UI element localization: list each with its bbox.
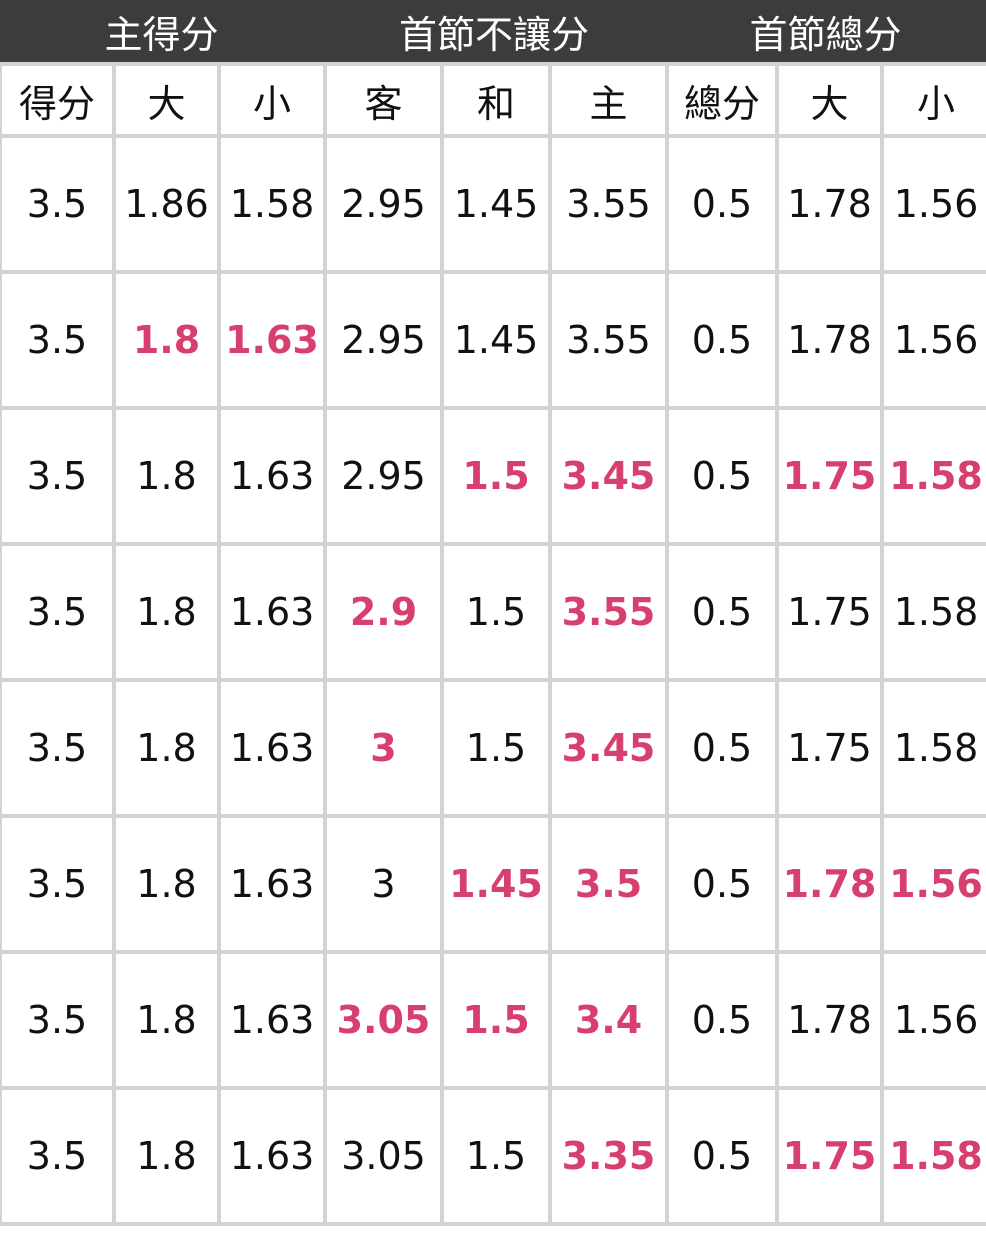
- odds-cell: 3.05: [323, 1086, 444, 1226]
- odds-cell: 2.95: [323, 406, 444, 546]
- odds-cell: 1.5: [440, 678, 552, 818]
- group-header: 主得分 首節不讓分 首節總分: [0, 0, 986, 62]
- odds-cell: 3.5: [0, 950, 116, 1090]
- odds-cell: 1.75: [775, 406, 884, 546]
- odds-table: 得分大小客和主總分大小 3.5 1.86 1.58 2.95 1.45 3.55 0.5 1.7…: [0, 62, 986, 1226]
- table-row: 3.5 1.8 1.63 3.05 1.5 3.4 0.5 1.78 1.56: [0, 950, 986, 1090]
- odds-cell: 3.5: [0, 1086, 116, 1226]
- odds-cell: 1.63: [217, 270, 327, 410]
- odds-cell: 1.5: [440, 1086, 552, 1226]
- column-header: 小: [880, 62, 986, 138]
- odds-cell: 0.5: [665, 542, 779, 682]
- odds-cell: 0.5: [665, 406, 779, 546]
- column-header: 總分: [665, 62, 779, 138]
- odds-cell: 1.63: [217, 814, 327, 954]
- odds-cell: 1.63: [217, 678, 327, 818]
- odds-cell: 3.55: [548, 542, 669, 682]
- odds-cell: 3.5: [0, 270, 116, 410]
- odds-cell: 1.8: [112, 1086, 221, 1226]
- odds-cell: 1.63: [217, 1086, 327, 1226]
- odds-cell: 1.75: [775, 542, 884, 682]
- odds-cell: 0.5: [665, 270, 779, 410]
- odds-cell: 3.5: [0, 134, 116, 274]
- odds-cell: 1.63: [217, 406, 327, 546]
- odds-cell: 2.95: [323, 270, 444, 410]
- column-header-row: 得分大小客和主總分大小: [0, 62, 986, 138]
- table-row: 3.5 1.8 1.63 3.05 1.5 3.35 0.5 1.75 1.58: [0, 1086, 986, 1226]
- odds-cell: 3.4: [548, 950, 669, 1090]
- odds-cell: 1.75: [775, 678, 884, 818]
- odds-cell: 3.5: [0, 542, 116, 682]
- odds-cell: 3.5: [548, 814, 669, 954]
- odds-cell: 0.5: [665, 814, 779, 954]
- column-header: 客: [323, 62, 444, 138]
- column-header: 大: [112, 62, 221, 138]
- odds-cell: 1.45: [440, 270, 552, 410]
- odds-cell: 3.55: [548, 270, 669, 410]
- odds-cell: 1.58: [880, 678, 986, 818]
- odds-cell: 1.5: [440, 542, 552, 682]
- odds-cell: 1.63: [217, 950, 327, 1090]
- odds-cell: 2.95: [323, 134, 444, 274]
- odds-cell: 1.8: [112, 542, 221, 682]
- odds-cell: 1.5: [440, 950, 552, 1090]
- odds-cell: 0.5: [665, 1086, 779, 1226]
- table-row: 3.5 1.8 1.63 2.95 1.45 3.55 0.5 1.78 1.56: [0, 270, 986, 410]
- column-header: 主: [548, 62, 669, 138]
- odds-cell: 1.78: [775, 814, 884, 954]
- odds-cell: 2.9: [323, 542, 444, 682]
- odds-cell: 1.63: [217, 542, 327, 682]
- table-row: 3.5 1.86 1.58 2.95 1.45 3.55 0.5 1.78 1.56: [0, 134, 986, 274]
- group-home-score: 主得分: [104, 12, 219, 57]
- odds-cell: 1.56: [880, 134, 986, 274]
- odds-cell: 0.5: [665, 678, 779, 818]
- table-row: 3.5 1.8 1.63 3 1.5 3.45 0.5 1.75 1.58: [0, 678, 986, 818]
- odds-cell: 1.8: [112, 814, 221, 954]
- odds-cell: 0.5: [665, 950, 779, 1090]
- table-row: 3.5 1.8 1.63 3 1.45 3.5 0.5 1.78 1.56: [0, 814, 986, 954]
- odds-cell: 3: [323, 814, 444, 954]
- odds-cell: 3.5: [0, 814, 116, 954]
- odds-cell: 1.58: [217, 134, 327, 274]
- table-row: 3.5 1.8 1.63 2.9 1.5 3.55 0.5 1.75 1.58: [0, 542, 986, 682]
- odds-cell: 1.56: [880, 950, 986, 1090]
- table-row: 3.5 1.8 1.63 2.95 1.5 3.45 0.5 1.75 1.58: [0, 406, 986, 546]
- odds-cell: 1.8: [112, 270, 221, 410]
- odds-cell: 1.8: [112, 406, 221, 546]
- odds-cell: 1.45: [440, 134, 552, 274]
- column-header: 和: [440, 62, 552, 138]
- odds-cell: 3.45: [548, 406, 669, 546]
- odds-cell: 1.56: [880, 270, 986, 410]
- odds-cell: 1.5: [440, 406, 552, 546]
- odds-cell: 1.86: [112, 134, 221, 274]
- odds-cell: 1.75: [775, 1086, 884, 1226]
- odds-cell: 3.45: [548, 678, 669, 818]
- odds-cell: 1.58: [880, 542, 986, 682]
- group-first-quarter-moneyline: 首節不讓分: [398, 12, 589, 57]
- odds-cell: 3.5: [0, 406, 116, 546]
- odds-cell: 0.5: [665, 134, 779, 274]
- odds-cell: 1.78: [775, 950, 884, 1090]
- odds-cell: 3: [323, 678, 444, 818]
- group-first-quarter-total: 首節總分: [749, 12, 902, 57]
- odds-cell: 1.78: [775, 134, 884, 274]
- odds-cell: 1.45: [440, 814, 552, 954]
- odds-cell: 3.05: [323, 950, 444, 1090]
- odds-cell: 1.58: [880, 406, 986, 546]
- odds-cell: 1.56: [880, 814, 986, 954]
- column-header: 大: [775, 62, 884, 138]
- odds-cell: 1.8: [112, 678, 221, 818]
- column-header: 得分: [0, 62, 116, 138]
- odds-cell: 3.55: [548, 134, 669, 274]
- column-header: 小: [217, 62, 327, 138]
- odds-cell: 3.5: [0, 678, 116, 818]
- odds-cell: 1.8: [112, 950, 221, 1090]
- odds-cell: 1.78: [775, 270, 884, 410]
- odds-cell: 1.58: [880, 1086, 986, 1226]
- odds-cell: 3.35: [548, 1086, 669, 1226]
